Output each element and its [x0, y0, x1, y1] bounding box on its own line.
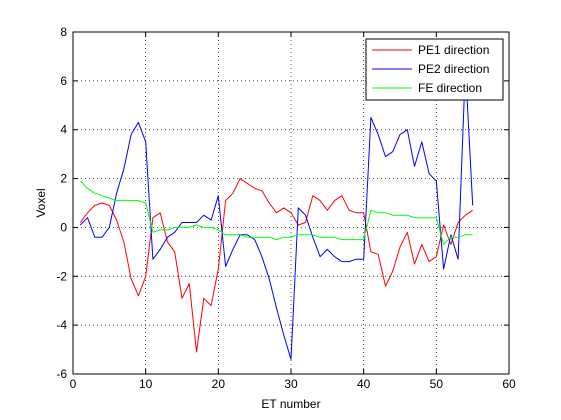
x-tick-label: 50: [430, 377, 444, 391]
legend-label-2: PE2 direction: [418, 62, 489, 76]
y-axis-label: Voxel: [34, 188, 48, 217]
x-tick-label: 40: [357, 377, 371, 391]
x-tick-label: 10: [139, 377, 153, 391]
y-tick-label: -2: [56, 269, 67, 283]
legend: PE1 direction PE2 direction FE direction: [365, 38, 504, 101]
axis-ticks: [72, 31, 510, 375]
x-axis-label: ET number: [261, 397, 320, 411]
y-tick-label: 0: [60, 220, 67, 234]
y-tick-label: -6: [56, 367, 67, 381]
x-tick-label: 0: [70, 377, 77, 391]
x-tick-labels: 0 10 20 30 40 50 60: [70, 377, 516, 391]
legend-label-3: FE direction: [418, 81, 482, 95]
series-line-1: [79, 178, 473, 353]
y-tick-label: -4: [56, 318, 67, 332]
x-tick-label: 20: [212, 377, 226, 391]
legend-label-1: PE1 direction: [418, 43, 489, 57]
series-line-3: [79, 180, 473, 245]
x-tick-label: 60: [502, 377, 516, 391]
series-line-2: [79, 65, 474, 360]
y-tick-label: 4: [60, 123, 67, 137]
y-tick-label: 2: [60, 172, 67, 186]
y-tick-label: 6: [60, 74, 67, 88]
y-tick-labels: 8 6 4 2 0 -2 -4 -6: [56, 25, 67, 381]
series-layer: [79, 65, 474, 360]
x-tick-label: 30: [284, 377, 298, 391]
y-tick-label: 8: [60, 25, 67, 39]
